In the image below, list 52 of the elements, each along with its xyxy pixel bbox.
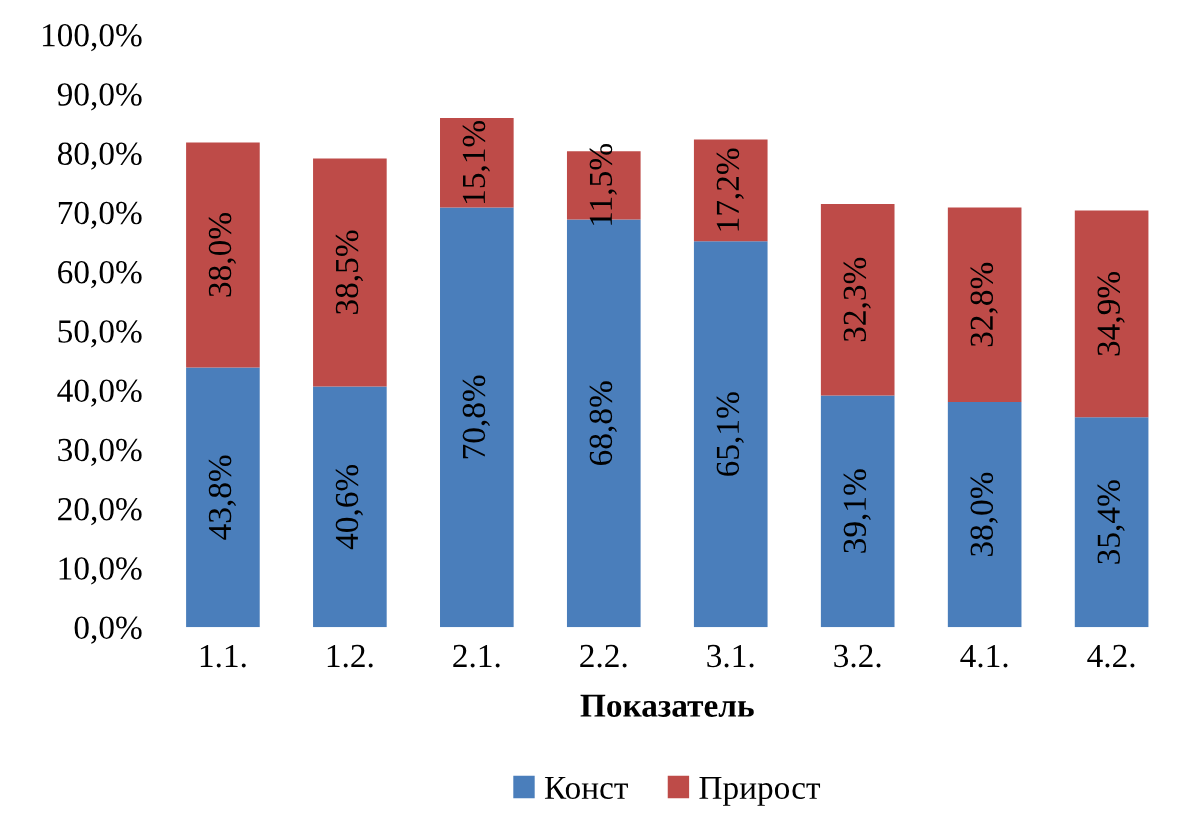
- bar: [313, 158, 387, 387]
- bar: [313, 386, 387, 628]
- y-tick-label: 30,0%: [58, 438, 142, 467]
- data-label: 38,0%: [208, 213, 237, 297]
- x-tick-label: 3.2.: [834, 644, 881, 668]
- x-tick-label: 2.1.: [453, 644, 500, 668]
- data-label: 38,0%: [970, 472, 998, 556]
- y-tick-label: 0,0%: [74, 616, 142, 644]
- x-axis-title: Показатель: [580, 694, 754, 717]
- bar: [186, 367, 260, 628]
- bar: [186, 142, 260, 368]
- data-label: 38,5%: [335, 230, 364, 314]
- legend-label: Прирост: [699, 776, 821, 806]
- bar: [1074, 210, 1149, 418]
- data-label: 68,8%: [589, 381, 617, 465]
- x-tick-label: 1.1.: [200, 644, 246, 668]
- bar: [693, 139, 768, 242]
- x-tick-label: 4.2.: [1087, 644, 1135, 668]
- y-tick-label: 100,0%: [42, 23, 142, 52]
- data-label: 32,3%: [843, 257, 871, 342]
- y-tick-label: 80,0%: [57, 142, 142, 170]
- data-label: 70,8%: [462, 375, 490, 459]
- data-label: 11,5%: [589, 144, 617, 225]
- data-label: 35,4%: [1097, 480, 1125, 564]
- x-tick-label: 1.2.: [327, 644, 373, 668]
- legend-label: Конст: [544, 776, 628, 800]
- data-label: 65,1%: [716, 392, 744, 476]
- y-tick-label: 90,0%: [57, 83, 142, 111]
- data-label: 40,6%: [335, 464, 364, 550]
- bar: [947, 401, 1022, 628]
- x-tick-label: 3.1.: [707, 644, 754, 668]
- y-tick-label: 10,0%: [59, 557, 142, 585]
- x-tick-label: 2.2.: [580, 644, 627, 668]
- data-label: 34,9%: [1097, 272, 1125, 356]
- y-tick-label: 40,0%: [57, 379, 142, 407]
- bar: [947, 207, 1022, 402]
- data-label: 15,1%: [462, 120, 490, 203]
- y-tick-label: 20,0%: [58, 498, 142, 526]
- bar: [820, 395, 895, 628]
- bar: [1074, 417, 1149, 628]
- bar: [820, 204, 895, 396]
- y-tick-label: 70,0%: [58, 201, 142, 230]
- y-tick-label: 60,0%: [58, 260, 142, 289]
- bar: [440, 118, 514, 208]
- data-label: 39,1%: [843, 469, 871, 553]
- y-tick-label: 50,0%: [58, 320, 142, 348]
- x-tick-label: 4.1.: [960, 644, 1008, 668]
- bar: [440, 207, 514, 628]
- data-label: 17,2%: [716, 148, 744, 231]
- bar: [693, 241, 768, 628]
- data-label: 32,8%: [970, 262, 998, 347]
- data-label: 43,8%: [208, 455, 237, 540]
